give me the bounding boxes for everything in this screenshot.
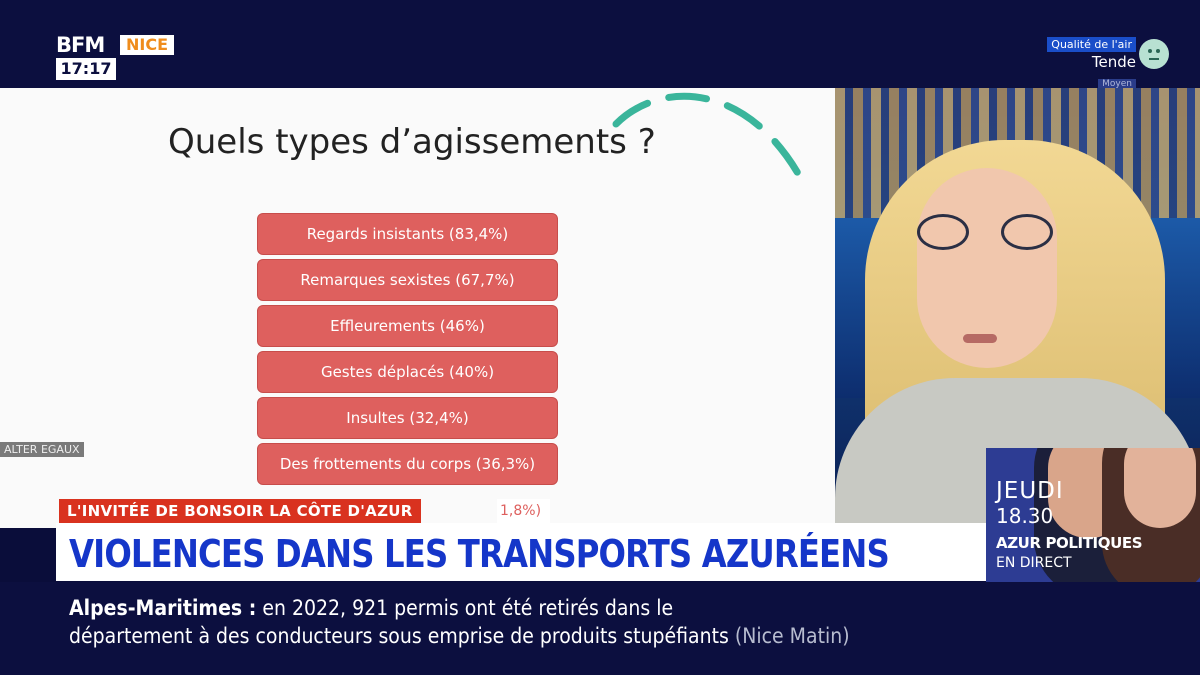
- headline-banner: VIOLENCES DANS LES TRANSPORTS AZURÉENS: [56, 523, 987, 581]
- list-item: Des frottements du corps (36,3%): [257, 443, 558, 485]
- show-tag: L'INVITÉE DE BONSOIR LA CÔTE D'AZUR: [59, 499, 421, 523]
- ticker-text-2: département à des conducteurs sous empri…: [69, 624, 729, 648]
- harassment-type-list: Regards insistants (83,4%) Remarques sex…: [257, 213, 558, 489]
- promo-day: JEUDI: [996, 478, 1064, 504]
- ticker-place: Alpes-Maritimes :: [69, 596, 257, 620]
- top-bar: BFM NICE 17:17 Qualité de l'air Tende Mo…: [0, 0, 1200, 90]
- list-item: Effleurements (46%): [257, 305, 558, 347]
- ticker-line-1: Alpes-Maritimes : en 2022, 921 permis on…: [69, 596, 673, 620]
- partial-slide-item: 1,8%): [497, 499, 550, 523]
- air-quality-widget: Qualité de l'air Tende Moyen: [1047, 33, 1169, 90]
- promo-live-label: EN DIRECT: [996, 555, 1072, 571]
- air-quality-level: Moyen: [1098, 79, 1136, 89]
- slide-title: Quels types d’agissements ?: [168, 122, 656, 162]
- promo-time: 18.30: [996, 504, 1054, 528]
- smiley-face-icon: [1139, 39, 1169, 69]
- ticker-text-1: en 2022, 921 permis ont été retirés dans…: [262, 596, 674, 620]
- guest-lips: [963, 334, 997, 343]
- glasses-icon: [905, 214, 1065, 254]
- ticker-line-2: département à des conducteurs sous empri…: [69, 624, 850, 648]
- headline-text: VIOLENCES DANS LES TRANSPORTS AZURÉENS: [69, 532, 890, 576]
- dashed-arc-decoration: [612, 92, 809, 190]
- list-item: Remarques sexistes (67,7%): [257, 259, 558, 301]
- air-quality-city: Tende: [1091, 53, 1136, 71]
- news-ticker: Alpes-Maritimes : en 2022, 921 permis on…: [0, 582, 1200, 675]
- list-item: Regards insistants (83,4%): [257, 213, 558, 255]
- channel-brand: BFM: [56, 33, 105, 57]
- list-item: Insultes (32,4%): [257, 397, 558, 439]
- air-quality-label: Qualité de l'air: [1047, 37, 1136, 52]
- presenter-photo: [1102, 448, 1200, 582]
- infographic-slide: Quels types d’agissements ? Regards insi…: [0, 88, 835, 528]
- program-promo: JEUDI 18.30 AZUR POLITIQUES EN DIRECT: [986, 448, 1200, 582]
- list-item: Gestes déplacés (40%): [257, 351, 558, 393]
- channel-clock: 17:17: [56, 58, 116, 80]
- ticker-source: (Nice Matin): [734, 624, 850, 648]
- channel-region: NICE: [120, 35, 175, 55]
- promo-show-name: AZUR POLITIQUES: [996, 534, 1143, 552]
- source-tag: ALTER EGAUX: [0, 442, 84, 457]
